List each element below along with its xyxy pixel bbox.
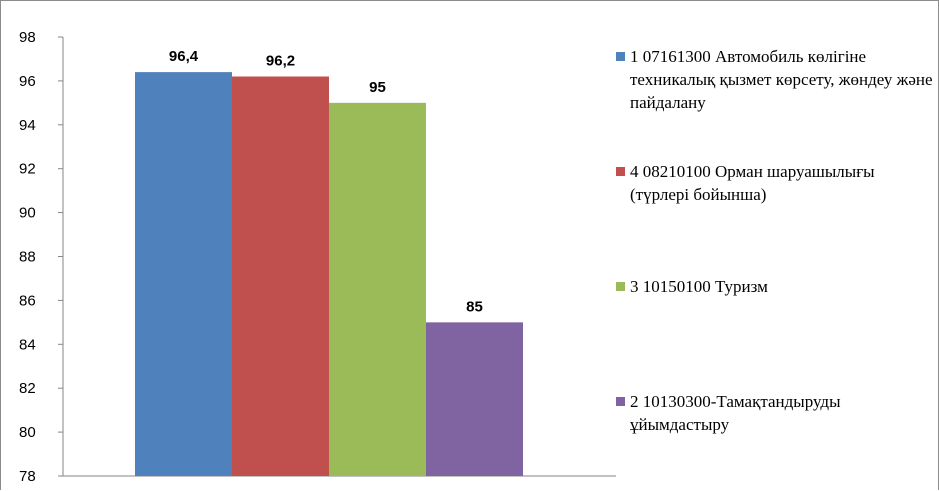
- legend-item: 2 10130300-Тамақтандыруды ұйымдастыру: [616, 390, 934, 436]
- y-tick-label: 96: [19, 73, 36, 90]
- chart-legend: 1 07161300 Автомобиль көлігіне техникалы…: [616, 1, 936, 491]
- legend-item: 3 10150100 Туризм: [616, 275, 934, 298]
- y-tick-label: 82: [19, 380, 36, 397]
- y-tick-label: 94: [19, 117, 36, 134]
- y-tick-label: 84: [19, 336, 36, 353]
- legend-label: 2 10130300-Тамақтандыруды ұйымдастыру: [630, 392, 841, 434]
- legend-swatch: [616, 52, 625, 61]
- legend-item: 1 07161300 Автомобиль көлігіне техникалы…: [616, 45, 934, 114]
- y-tick-label: 90: [19, 205, 36, 222]
- legend-label: 1 07161300 Автомобиль көлігіне техникалы…: [630, 47, 933, 112]
- y-tick-label: 86: [19, 292, 36, 309]
- y-tick-label: 80: [19, 424, 36, 441]
- data-label: 85: [466, 298, 483, 315]
- bar: [329, 102, 426, 476]
- legend-label: 4 08210100 Орман шаруашылығы (түрлері бо…: [630, 162, 875, 204]
- legend-swatch: [616, 397, 625, 406]
- bar: [135, 72, 232, 477]
- legend-swatch: [616, 167, 625, 176]
- data-label: 96,2: [266, 53, 295, 70]
- y-tick-label: 78: [19, 468, 36, 485]
- bar: [232, 76, 329, 476]
- data-label: 96,4: [169, 48, 199, 65]
- y-tick-label: 92: [19, 161, 36, 178]
- legend-swatch: [616, 282, 625, 291]
- bar: [426, 322, 523, 476]
- y-tick-label: 88: [19, 249, 36, 266]
- y-tick-label: 98: [19, 29, 36, 46]
- legend-label: 3 10150100 Туризм: [630, 277, 768, 296]
- legend-item: 4 08210100 Орман шаруашылығы (түрлері бо…: [616, 160, 934, 206]
- data-label: 95: [369, 79, 386, 96]
